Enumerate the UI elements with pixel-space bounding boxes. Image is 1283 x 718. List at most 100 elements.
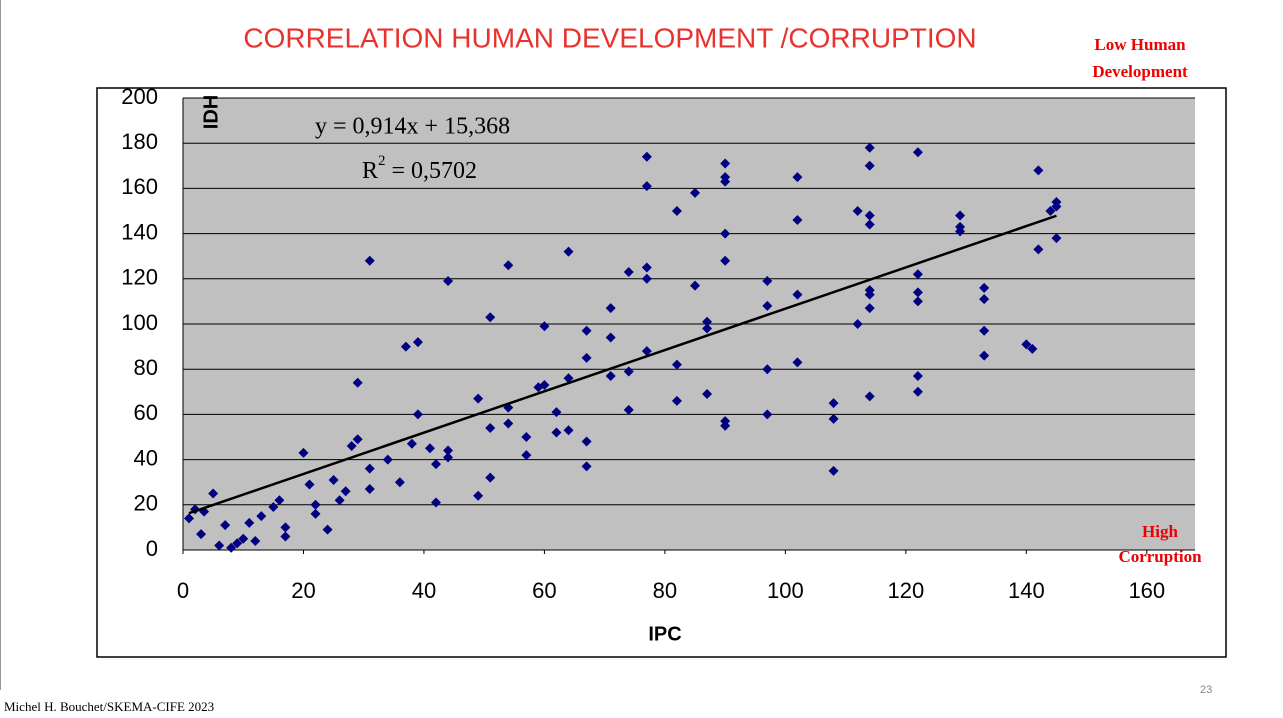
point	[852, 206, 863, 216]
point	[346, 441, 357, 452]
point	[400, 341, 411, 352]
point	[690, 187, 701, 198]
point	[864, 142, 875, 153]
point	[1033, 165, 1044, 176]
point	[581, 325, 592, 336]
point	[364, 483, 375, 494]
point	[864, 303, 875, 314]
corner-label: High	[1142, 522, 1178, 541]
y-axis-label: IDH	[200, 95, 222, 129]
point	[431, 497, 441, 508]
point	[912, 269, 923, 280]
point	[364, 463, 375, 474]
point	[184, 513, 195, 524]
point	[322, 524, 333, 535]
chart-border	[96, 87, 1227, 658]
point	[792, 172, 803, 183]
point	[702, 389, 713, 400]
point	[551, 407, 562, 418]
point	[503, 418, 514, 429]
point	[1027, 343, 1038, 354]
point	[364, 255, 375, 266]
point	[232, 538, 243, 549]
point	[485, 472, 496, 483]
point	[1051, 196, 1062, 207]
point	[352, 434, 363, 445]
point	[563, 425, 574, 436]
y-tick-label: 180	[121, 129, 158, 154]
point	[280, 531, 291, 542]
point	[581, 352, 592, 363]
point	[485, 422, 496, 433]
point	[605, 370, 616, 381]
x-tick-label: 80	[653, 578, 677, 603]
x-tick-label: 160	[1128, 578, 1165, 603]
point	[196, 529, 207, 540]
point	[539, 321, 550, 332]
point	[623, 267, 634, 278]
y-tick-label: 40	[134, 445, 158, 470]
point	[605, 332, 616, 343]
point	[979, 325, 990, 336]
r-squared-base: R	[362, 158, 378, 184]
point	[671, 395, 682, 406]
x-axis-label: IPC	[648, 623, 681, 645]
point	[250, 535, 261, 546]
point	[1051, 233, 1062, 244]
point	[521, 450, 532, 461]
point	[864, 160, 875, 171]
point	[503, 260, 514, 271]
point	[304, 479, 315, 490]
point	[382, 454, 393, 465]
point	[762, 276, 773, 287]
x-tick-label: 20	[291, 578, 315, 603]
point	[521, 432, 532, 442]
point	[864, 289, 875, 300]
point	[720, 176, 731, 187]
trend-equation: y = 0,914x + 15,368	[315, 114, 510, 140]
point	[268, 502, 279, 513]
point	[1033, 244, 1044, 255]
point	[238, 533, 249, 544]
point	[912, 287, 923, 298]
point	[406, 438, 417, 449]
y-tick-label: 80	[134, 355, 158, 380]
point	[828, 398, 839, 409]
point	[641, 346, 652, 357]
y-tick-label: 100	[121, 310, 158, 335]
point	[1021, 339, 1032, 350]
point	[762, 409, 773, 420]
point	[551, 427, 562, 438]
point	[792, 215, 803, 226]
point	[328, 474, 339, 485]
corner-label: Development	[1092, 62, 1188, 81]
point	[298, 447, 309, 458]
point	[641, 181, 652, 192]
point	[334, 495, 345, 506]
point	[979, 294, 990, 305]
point	[485, 312, 496, 323]
point	[581, 461, 592, 472]
point	[431, 459, 441, 470]
point	[623, 404, 634, 415]
point	[828, 413, 839, 424]
point	[605, 303, 616, 314]
point	[864, 210, 875, 221]
point	[720, 228, 731, 239]
point	[671, 359, 682, 370]
point	[473, 490, 484, 501]
point	[280, 522, 291, 533]
point	[473, 393, 484, 404]
point	[955, 210, 966, 221]
point	[581, 436, 592, 447]
point	[912, 370, 923, 381]
footer: Michel H. Bouchet/SKEMA-CIFE 2023	[4, 699, 214, 714]
point	[256, 511, 267, 522]
point	[412, 409, 423, 420]
r-squared-sup: 2	[378, 153, 386, 169]
point	[412, 337, 423, 348]
point	[792, 289, 803, 300]
point	[220, 520, 231, 531]
point	[979, 350, 990, 361]
